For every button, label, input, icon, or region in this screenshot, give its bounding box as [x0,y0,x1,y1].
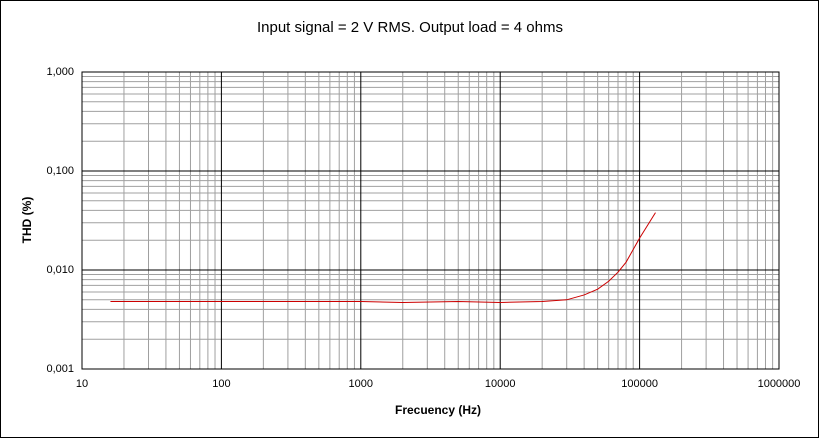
y-tick-label: 0,001 [46,363,74,375]
x-tick-label: 1000000 [758,378,801,390]
plot-border [81,71,780,370]
x-tick-label: 100000 [621,378,658,390]
x-tick-label: 1000 [349,378,373,390]
x-tick-label: 10000 [485,378,516,390]
chart-title: Input signal = 2 V RMS. Output load = 4 … [257,19,563,36]
x-tick-label: 100 [212,378,230,390]
y-axis-label: THD (%) [20,197,34,244]
y-tick-label: 1,000 [46,66,74,78]
data-line [110,212,656,303]
y-tick-label: 0,010 [46,264,74,276]
x-tick-label: 10 [76,378,88,390]
y-tick-label: 0,100 [46,165,74,177]
x-axis-label: Frecuency (Hz) [395,403,481,417]
